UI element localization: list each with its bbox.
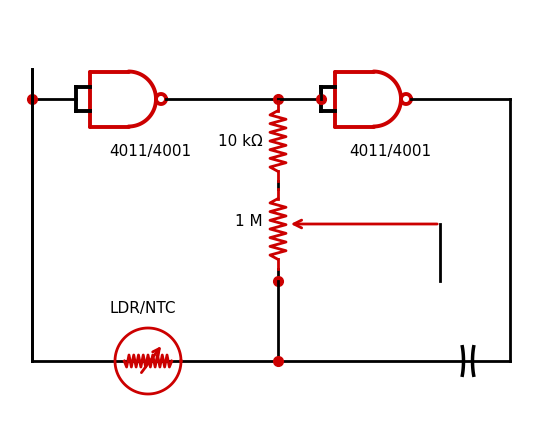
Text: 10 kΩ: 10 kΩ [218, 133, 263, 148]
Text: LDR/NTC: LDR/NTC [110, 301, 176, 316]
Text: 4011/4001: 4011/4001 [109, 144, 191, 159]
Text: 4011/4001: 4011/4001 [349, 144, 431, 159]
Text: 1 M: 1 M [235, 214, 263, 229]
